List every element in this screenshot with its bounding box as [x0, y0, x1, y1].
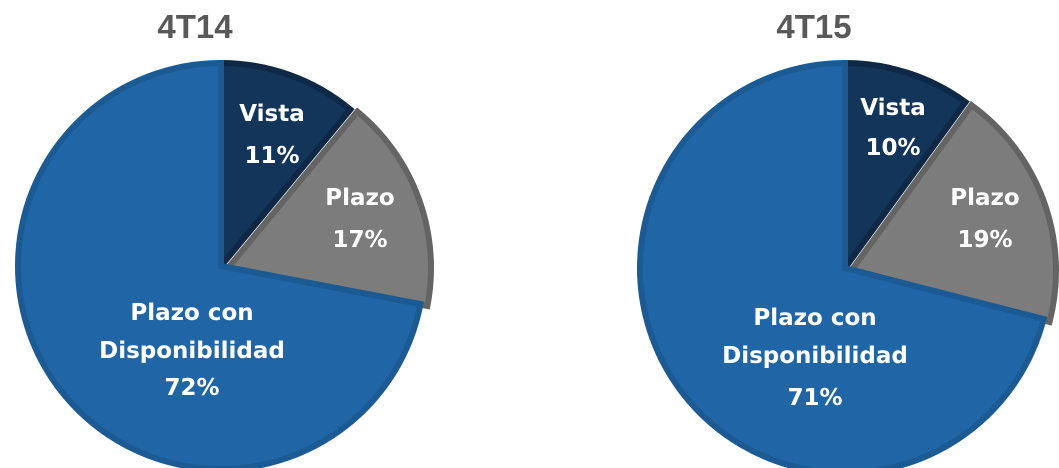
chart-title-4t14: 4T14 — [157, 8, 233, 45]
slice-label-vista-line-1: Vista — [239, 101, 305, 127]
pie-4t14-labels: Vista 11% Plazo 17% Plazo con Disponibilidad 7… — [99, 101, 395, 401]
pie-slice-vista — [218, 59, 355, 275]
slice-label-vista-line-2: 11% — [244, 143, 299, 169]
pie-slice-plazo-con-disponibilidad — [15, 59, 424, 468]
slice-label-vista-line-2: 10% — [865, 135, 920, 161]
slice-label-plazo-line-1: Plazo — [325, 185, 394, 211]
pie-slice-plazo — [222, 107, 434, 310]
pie-4t14-slices — [15, 59, 434, 468]
slice-label-vista-line-1: Vista — [860, 95, 926, 121]
slice-label-plazo-line-2: 19% — [957, 227, 1012, 253]
slice-label-plazo-con-disponibilidad-line-2: Disponibilidad — [722, 343, 908, 369]
pie-4t15-slices — [637, 59, 1059, 468]
pie-chart-4t15: 4T15 Vista 10% Plazo 19% Plazo con Disponibil… — [637, 8, 1059, 468]
chart-title-4t15: 4T15 — [776, 8, 851, 45]
slice-label-plazo-con-disponibilidad-line-3: 72% — [164, 375, 219, 401]
slice-label-plazo-con-disponibilidad-line-2: Disponibilidad — [99, 338, 285, 364]
slice-label-plazo-line-2: 17% — [332, 227, 387, 253]
pie-chart-4t14: 4T14 Vista 11% Plazo 17% Plazo con Disponibil… — [15, 8, 434, 468]
slice-label-plazo-con-disponibilidad-line-1: Plazo con — [753, 305, 876, 331]
pie-slice-vista — [842, 59, 970, 278]
pie-slice-plazo — [845, 100, 1059, 326]
slice-label-plazo-con-disponibilidad-line-3: 71% — [787, 385, 842, 411]
pie-slice-plazo-con-disponibilidad — [637, 59, 1048, 468]
slice-label-plazo-con-disponibilidad-line-1: Plazo con — [130, 300, 253, 326]
pie-4t15-labels: Vista 10% Plazo 19% Plazo con Disponibilidad 7… — [722, 95, 1020, 411]
slice-label-plazo-line-1: Plazo — [950, 185, 1019, 211]
